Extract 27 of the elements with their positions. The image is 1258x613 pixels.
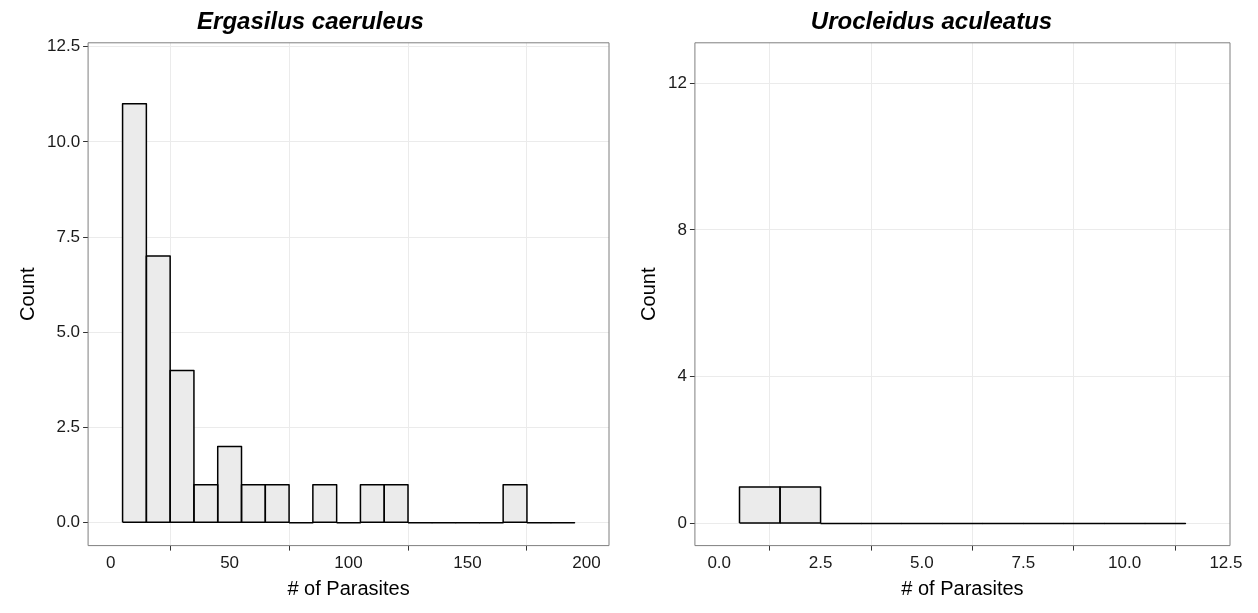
y-tick-label: 4 (677, 366, 687, 386)
y-tick-label: 10.0 (46, 131, 81, 151)
y-tick-label: 0.0 (56, 512, 81, 532)
x-tick-label: 12.5 (1209, 553, 1243, 573)
y-tick-label: 12.5 (46, 36, 81, 56)
y-axis-title: Count (636, 267, 659, 321)
y-tick-label: 12 (667, 72, 687, 92)
x-tick-label: 50 (220, 553, 240, 573)
y-axis-title: Count (15, 267, 38, 321)
x-tick-label: 200 (572, 553, 601, 573)
y-tick-label: 2.5 (56, 417, 81, 437)
x-tick-label: 150 (453, 553, 482, 573)
x-tick-label: 7.5 (1011, 553, 1036, 573)
x-tick-label: 100 (334, 553, 363, 573)
x-tick-label: 0.0 (707, 553, 732, 573)
x-axis-title: # of Parasites (901, 576, 1024, 599)
x-tick-label: 2.5 (808, 553, 833, 573)
x-tick-label: 0 (105, 553, 116, 573)
y-tick-label: 8 (677, 219, 687, 239)
chart-title: Urocleidus aculeatus (810, 7, 1053, 35)
y-tick-label: 0 (677, 513, 687, 533)
chart-title: Ergasilus caeruleus (197, 7, 424, 35)
y-tick-label: 7.5 (56, 226, 81, 246)
x-tick-label: 5.0 (910, 553, 934, 573)
x-tick-label: 10.0 (1108, 553, 1142, 573)
y-tick-label: 5.0 (56, 321, 81, 341)
x-axis-title: # of Parasites (287, 576, 410, 599)
